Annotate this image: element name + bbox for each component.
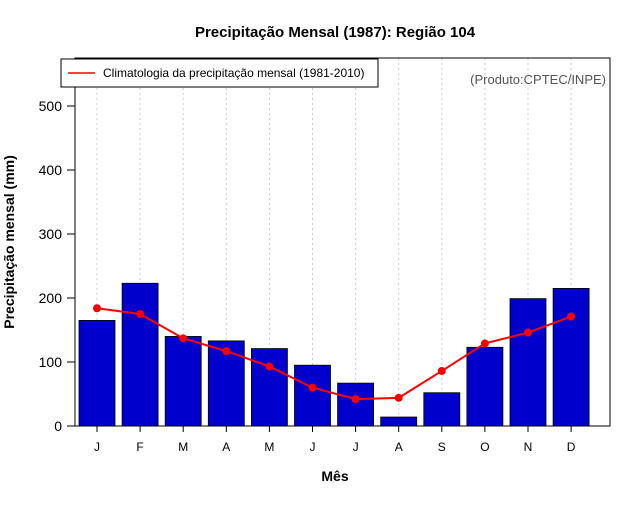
bars-layer [78,282,590,427]
x-tick-label: J [94,440,100,454]
x-tick-label: S [438,440,446,454]
y-tick-label: 100 [39,354,63,370]
climatology-point-11 [524,328,532,337]
climatology-point-2 [136,310,145,318]
x-tick-label: N [524,440,533,454]
y-tick-label: 400 [39,162,63,178]
x-tick-label: M [178,440,188,454]
climatology-point-1 [93,304,101,313]
x-tick-label: A [395,440,403,454]
x-tick-label: F [136,440,143,454]
x-tick-label: M [264,440,274,454]
x-tick-label: A [222,440,230,454]
bar-8 [380,416,418,427]
climatology-point-6 [308,383,317,392]
bar-12 [552,287,590,427]
bar-1 [78,319,116,427]
bar-5 [250,348,288,427]
y-tick-label: 0 [54,418,62,434]
legend: Climatologia da precipitação mensal (198… [60,58,379,88]
x-tick-label: J [353,440,359,454]
source-note: (Produto:CPTEC/INPE) [470,72,606,87]
y-axis: 0 100 200 300 400 500 [39,98,75,434]
climatology-line-layer [93,304,576,404]
bar-7 [337,382,375,427]
climatology-point-5 [265,362,274,371]
bar-6 [294,364,331,427]
plot-frame [74,57,611,427]
x-tick-label: O [480,440,489,454]
climatology-point-3 [179,334,188,343]
x-axis-label: Mês [321,468,348,484]
x-tick-label: D [567,440,576,454]
legend-box [60,58,379,88]
climatology-point-4 [222,347,231,356]
y-tick-label: 300 [39,226,63,242]
climatology-point-7 [351,395,360,404]
y-axis-label: Precipitação mensal (mm) [1,155,17,329]
bar-2 [121,282,159,427]
y-tick-label: 500 [39,98,63,114]
y-tick-label: 200 [39,290,63,306]
bar-10 [466,346,504,427]
climatology-point-12 [567,312,576,321]
bar-9 [423,392,461,427]
legend-entry-climatology: Climatologia da precipitação mensal (198… [103,66,364,80]
bar-3 [164,335,202,427]
chart-title: Precipitação Mensal (1987): Região 104 [195,24,476,41]
bar-11 [509,298,547,427]
climatology-point-8 [394,393,403,402]
climatology-point-9 [437,366,446,375]
climatology-line [96,307,572,401]
climatology-point-10 [480,339,489,348]
x-tick-label: J [310,440,316,454]
